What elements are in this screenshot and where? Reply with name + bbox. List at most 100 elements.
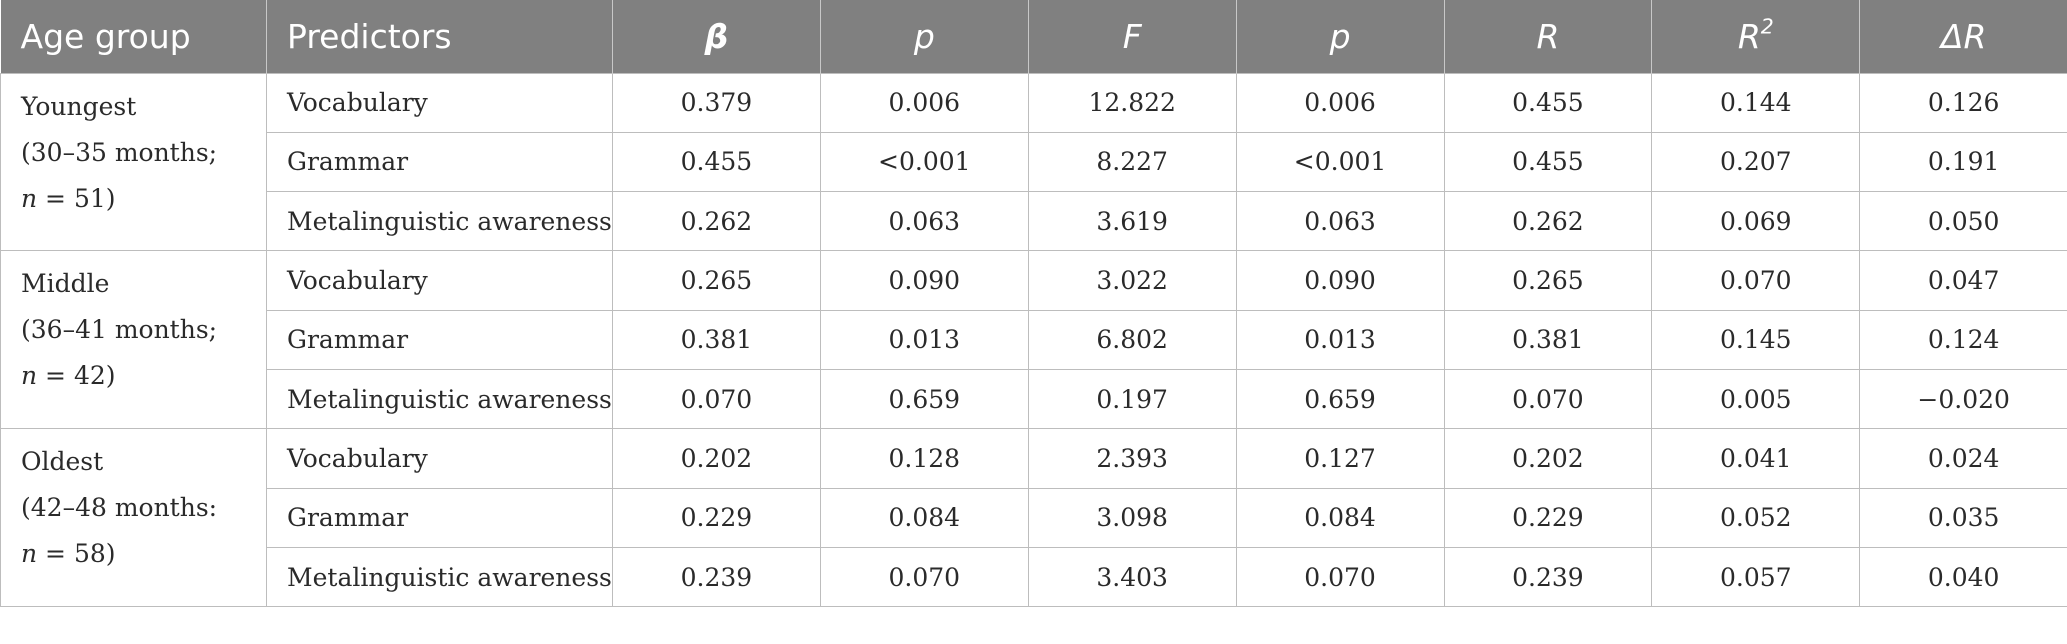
predictor-cell: Vocabulary <box>266 72 613 133</box>
r-cell: 0.262 <box>1443 191 1653 252</box>
f-cell: 12.822 <box>1027 72 1237 133</box>
p-f-cell: 0.070 <box>1235 546 1445 608</box>
age-group-cell: Middle (36–41 months; n = 42) <box>0 250 267 430</box>
beta-cell: 0.202 <box>612 428 821 489</box>
delta-r-cell: 0.024 <box>1859 428 2067 489</box>
sample-size-symbol: n <box>21 183 38 213</box>
r-squared-cell: 0.144 <box>1651 72 1861 133</box>
p-cell: 0.084 <box>819 487 1029 548</box>
table-row: Grammar 0.229 0.084 3.098 0.084 0.229 0.052 0.0… <box>1 487 2067 548</box>
table-body: Youngest (30–35 months; n = 51) Vocabulary 0… <box>0 72 2067 608</box>
age-group-sample-size: n = 58) <box>21 531 248 577</box>
age-group-name: Oldest <box>21 447 104 477</box>
table-row: Youngest (30–35 months; n = 51) Vocabulary 0… <box>0 72 2067 252</box>
p-f-cell: 0.659 <box>1235 368 1445 430</box>
header-r: R <box>1443 0 1652 73</box>
beta-cell: 0.381 <box>612 309 821 370</box>
f-cell: 8.227 <box>1027 131 1237 193</box>
r-squared-cell: 0.041 <box>1651 428 1861 489</box>
delta-r-cell: 0.124 <box>1859 309 2067 370</box>
header-age-group: Age group <box>0 0 267 73</box>
table-row: Middle (36–41 months; n = 42) Vocabulary 0.2… <box>0 250 2067 430</box>
header-row: Age group Predictors β p F p R R2 ΔR <box>0 0 2067 73</box>
f-cell: 2.393 <box>1027 428 1237 489</box>
delta-r-cell: 0.050 <box>1859 191 2067 252</box>
p-cell: 0.659 <box>819 368 1029 430</box>
r-cell: 0.239 <box>1443 546 1653 608</box>
p-cell: 0.013 <box>819 309 1029 370</box>
predictor-cell: Metalinguistic awareness <box>266 191 613 252</box>
age-group-name: Middle <box>21 269 110 299</box>
delta-r-cell: 0.035 <box>1859 487 2067 548</box>
beta-cell: 0.229 <box>612 487 821 548</box>
predictor-cell: Metalinguistic awareness <box>266 546 613 608</box>
age-group-name: Youngest <box>21 91 137 121</box>
beta-cell: 0.265 <box>612 250 821 311</box>
predictor-cell: Vocabulary <box>266 250 613 311</box>
delta-r-cell: −0.020 <box>1859 368 2067 430</box>
sample-size-value: = 58) <box>37 539 116 569</box>
table-row: Metalinguistic awareness 0.239 0.070 3.403 0… <box>1 546 2067 608</box>
p-f-cell: <0.001 <box>1235 131 1445 193</box>
delta-r-cell: 0.040 <box>1859 546 2067 608</box>
p-f-cell: 0.084 <box>1235 487 1445 548</box>
predictor-cell: Vocabulary <box>266 428 613 489</box>
age-group-cell: Oldest (42–48 months: n = 58) <box>0 428 267 608</box>
r-squared-cell: 0.207 <box>1651 131 1861 193</box>
r-squared-cell: 0.070 <box>1651 250 1861 311</box>
r-cell: 0.455 <box>1443 72 1653 133</box>
sample-size-symbol: n <box>21 539 38 569</box>
p-cell: 0.090 <box>819 250 1029 311</box>
p-f-cell: 0.013 <box>1235 309 1445 370</box>
age-group-range: (30–35 months; <box>21 137 218 167</box>
r-cell: 0.229 <box>1443 487 1653 548</box>
r-cell: 0.070 <box>1443 368 1653 430</box>
age-group-range: (36–41 months; <box>21 315 218 345</box>
r-cell: 0.455 <box>1443 131 1653 193</box>
table-row: Grammar 0.381 0.013 6.802 0.013 0.381 0.145 0.1… <box>1 309 2067 370</box>
beta-cell: 0.239 <box>612 546 821 608</box>
f-cell: 3.098 <box>1027 487 1237 548</box>
predictor-cell: Grammar <box>266 487 613 548</box>
header-r-squared: R2 <box>1651 0 1860 73</box>
r-squared-cell: 0.057 <box>1651 546 1861 608</box>
header-p-f: p <box>1235 0 1444 73</box>
beta-cell: 0.379 <box>612 72 821 133</box>
header-delta-r: ΔR <box>1859 0 2067 73</box>
f-cell: 3.022 <box>1027 250 1237 311</box>
r-squared-cell: 0.052 <box>1651 487 1861 548</box>
beta-cell: 0.262 <box>612 191 821 252</box>
r-squared-cell: 0.145 <box>1651 309 1861 370</box>
p-cell: 0.006 <box>819 72 1029 133</box>
f-cell: 0.197 <box>1027 368 1237 430</box>
r-cell: 0.265 <box>1443 250 1653 311</box>
f-cell: 3.619 <box>1027 191 1237 252</box>
delta-r-cell: 0.191 <box>1859 131 2067 193</box>
p-f-cell: 0.006 <box>1235 72 1445 133</box>
r-squared-cell: 0.005 <box>1651 368 1861 430</box>
p-f-cell: 0.127 <box>1235 428 1445 489</box>
table-row: Oldest (42–48 months: n = 58) Vocabulary 0.2… <box>0 428 2067 608</box>
p-cell: <0.001 <box>819 131 1029 193</box>
r-squared-exponent: 2 <box>1760 14 1774 39</box>
sample-size-symbol: n <box>21 361 38 391</box>
p-cell: 0.128 <box>819 428 1029 489</box>
p-f-cell: 0.090 <box>1235 250 1445 311</box>
sample-size-value: = 42) <box>37 361 116 391</box>
sample-size-value: = 51) <box>37 183 116 213</box>
header-f: F <box>1027 0 1237 73</box>
age-group-sample-size: n = 51) <box>21 176 248 222</box>
table-row: Metalinguistic awareness 0.070 0.659 0.197 0… <box>1 368 2067 430</box>
p-cell: 0.063 <box>819 191 1029 252</box>
header-predictors: Predictors <box>266 0 613 73</box>
r-squared-base: R <box>1737 16 1761 56</box>
delta-r-cell: 0.047 <box>1859 250 2067 311</box>
p-f-cell: 0.063 <box>1235 191 1445 252</box>
age-group-cell: Youngest (30–35 months; n = 51) <box>0 72 267 252</box>
age-group-sample-size: n = 42) <box>21 353 248 399</box>
beta-cell: 0.070 <box>612 368 821 430</box>
r-cell: 0.202 <box>1443 428 1653 489</box>
age-group-range: (42–48 months: <box>21 493 218 523</box>
predictor-cell: Metalinguistic awareness <box>266 368 613 430</box>
